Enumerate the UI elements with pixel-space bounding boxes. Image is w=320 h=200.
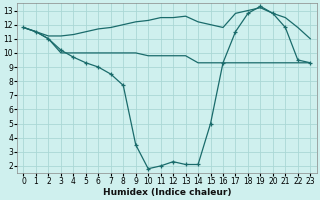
X-axis label: Humidex (Indice chaleur): Humidex (Indice chaleur) [103,188,231,197]
